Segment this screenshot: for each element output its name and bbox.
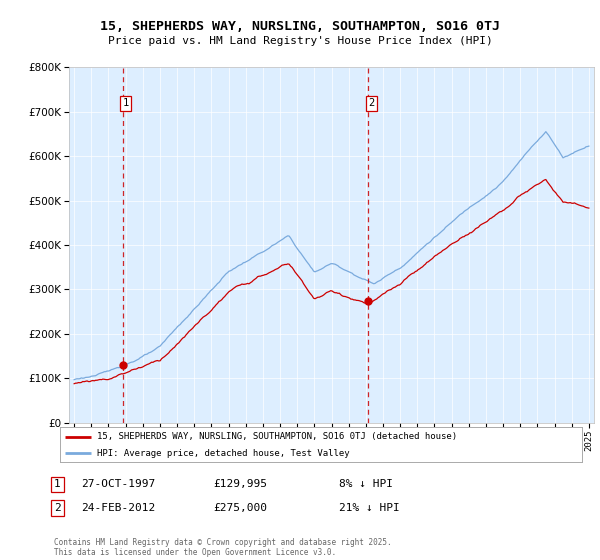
- Text: 1: 1: [122, 99, 129, 108]
- Text: £129,995: £129,995: [213, 479, 267, 489]
- Text: 15, SHEPHERDS WAY, NURSLING, SOUTHAMPTON, SO16 0TJ (detached house): 15, SHEPHERDS WAY, NURSLING, SOUTHAMPTON…: [97, 432, 457, 441]
- Text: 27-OCT-1997: 27-OCT-1997: [81, 479, 155, 489]
- Text: Contains HM Land Registry data © Crown copyright and database right 2025.
This d: Contains HM Land Registry data © Crown c…: [54, 538, 392, 557]
- Text: 24-FEB-2012: 24-FEB-2012: [81, 503, 155, 513]
- Text: 2: 2: [368, 99, 374, 108]
- Text: 1: 1: [54, 479, 61, 489]
- Text: £275,000: £275,000: [213, 503, 267, 513]
- Text: HPI: Average price, detached house, Test Valley: HPI: Average price, detached house, Test…: [97, 449, 349, 458]
- Text: 21% ↓ HPI: 21% ↓ HPI: [339, 503, 400, 513]
- Text: 2: 2: [54, 503, 61, 513]
- Text: Price paid vs. HM Land Registry's House Price Index (HPI): Price paid vs. HM Land Registry's House …: [107, 36, 493, 46]
- Text: 15, SHEPHERDS WAY, NURSLING, SOUTHAMPTON, SO16 0TJ: 15, SHEPHERDS WAY, NURSLING, SOUTHAMPTON…: [100, 20, 500, 32]
- Text: 8% ↓ HPI: 8% ↓ HPI: [339, 479, 393, 489]
